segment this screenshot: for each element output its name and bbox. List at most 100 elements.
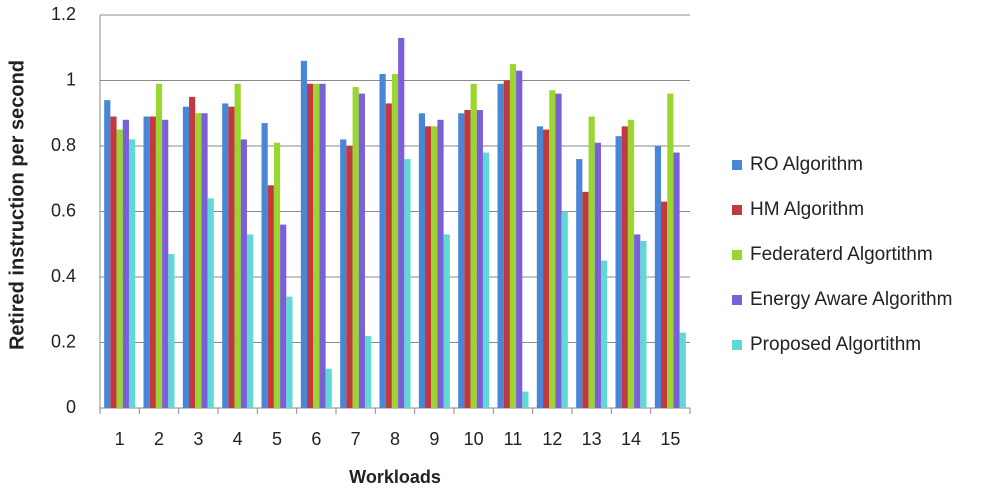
bar (398, 37, 405, 409)
x-tick-label: 1 (115, 429, 125, 449)
bar (437, 119, 444, 409)
bar (155, 83, 163, 409)
x-tick-label: 2 (154, 429, 164, 449)
x-tick-label: 6 (311, 429, 321, 449)
legend-label: Proposed Algortithm (750, 334, 921, 355)
bar (201, 113, 208, 408)
bar (654, 146, 662, 408)
bar (561, 211, 568, 408)
bar (476, 109, 483, 408)
bar (240, 139, 247, 408)
y-tick-label: 0.2 (51, 331, 76, 351)
legend-label: Federaterd Algortithm (750, 244, 933, 265)
x-tick-label: 10 (464, 429, 484, 449)
bar (600, 260, 608, 408)
x-tick-label: 8 (390, 429, 400, 449)
x-tick-label: 12 (542, 429, 562, 449)
bar (207, 198, 214, 408)
bar (228, 106, 235, 408)
bar (404, 159, 411, 408)
bar (661, 201, 668, 408)
bar (576, 159, 583, 408)
bar (222, 103, 229, 409)
bar (128, 139, 136, 408)
bar (503, 80, 510, 408)
legend-swatch (732, 205, 742, 215)
bar (431, 126, 438, 408)
y-tick-label: 0.8 (51, 135, 76, 155)
bar (261, 123, 268, 408)
x-axis-title: Workloads (349, 467, 441, 487)
legend-swatch (732, 250, 742, 260)
x-tick-label: 9 (429, 429, 439, 449)
bar (543, 129, 550, 408)
bar (385, 103, 392, 409)
bar (391, 73, 399, 408)
x-tick-label: 5 (272, 429, 282, 449)
bar (458, 113, 465, 408)
bar (234, 83, 241, 409)
bar (246, 234, 254, 408)
legend-swatch (732, 160, 742, 170)
bar (464, 109, 471, 408)
bar (313, 83, 320, 409)
bar (443, 234, 450, 408)
x-tick-label: 7 (351, 429, 361, 449)
bar (470, 83, 477, 409)
bar (325, 368, 332, 408)
bar (615, 136, 622, 409)
x-tick-label: 15 (660, 429, 680, 449)
bar (267, 185, 274, 408)
bar (182, 106, 190, 408)
bar (588, 116, 595, 409)
legend-label: RO Algorithm (750, 154, 863, 175)
legend-label: HM Algorithm (750, 199, 864, 220)
bar (307, 83, 314, 409)
bar (679, 332, 686, 408)
bar (482, 152, 490, 408)
bar (168, 254, 175, 408)
x-tick-label: 3 (193, 429, 203, 449)
bar (110, 116, 117, 409)
bar (667, 93, 674, 408)
bar (621, 126, 628, 408)
y-tick-label: 1 (66, 69, 76, 89)
y-tick-label: 0 (66, 397, 76, 417)
bar (536, 126, 544, 408)
bar (673, 152, 680, 408)
bar (195, 113, 202, 408)
x-tick-label: 13 (582, 429, 602, 449)
bar (340, 139, 347, 408)
bar (319, 83, 326, 409)
bar (116, 129, 123, 408)
bar (594, 142, 601, 408)
bar (497, 83, 504, 409)
legend-swatch (732, 340, 742, 350)
y-tick-label: 1.2 (51, 4, 76, 24)
bar (143, 116, 150, 409)
bar (273, 142, 281, 408)
bar (149, 116, 156, 409)
bar (364, 335, 372, 408)
bar (300, 60, 308, 408)
bar (280, 224, 287, 408)
bar (516, 70, 523, 409)
bar (627, 119, 635, 409)
y-tick-label: 0.6 (51, 200, 76, 220)
bar (122, 119, 129, 409)
bar (189, 96, 196, 408)
bar (509, 64, 517, 408)
bar (104, 100, 111, 409)
y-axis-title: Retired instruction per second (6, 60, 28, 350)
x-tick-label: 14 (621, 429, 641, 449)
bar (582, 191, 589, 408)
bar (346, 146, 353, 408)
bar (522, 391, 529, 408)
bar (162, 119, 169, 409)
bar (352, 87, 359, 409)
x-tick-label: 11 (504, 429, 523, 449)
bar (425, 126, 432, 408)
x-tick-label: 4 (233, 429, 243, 449)
bar (379, 73, 386, 408)
